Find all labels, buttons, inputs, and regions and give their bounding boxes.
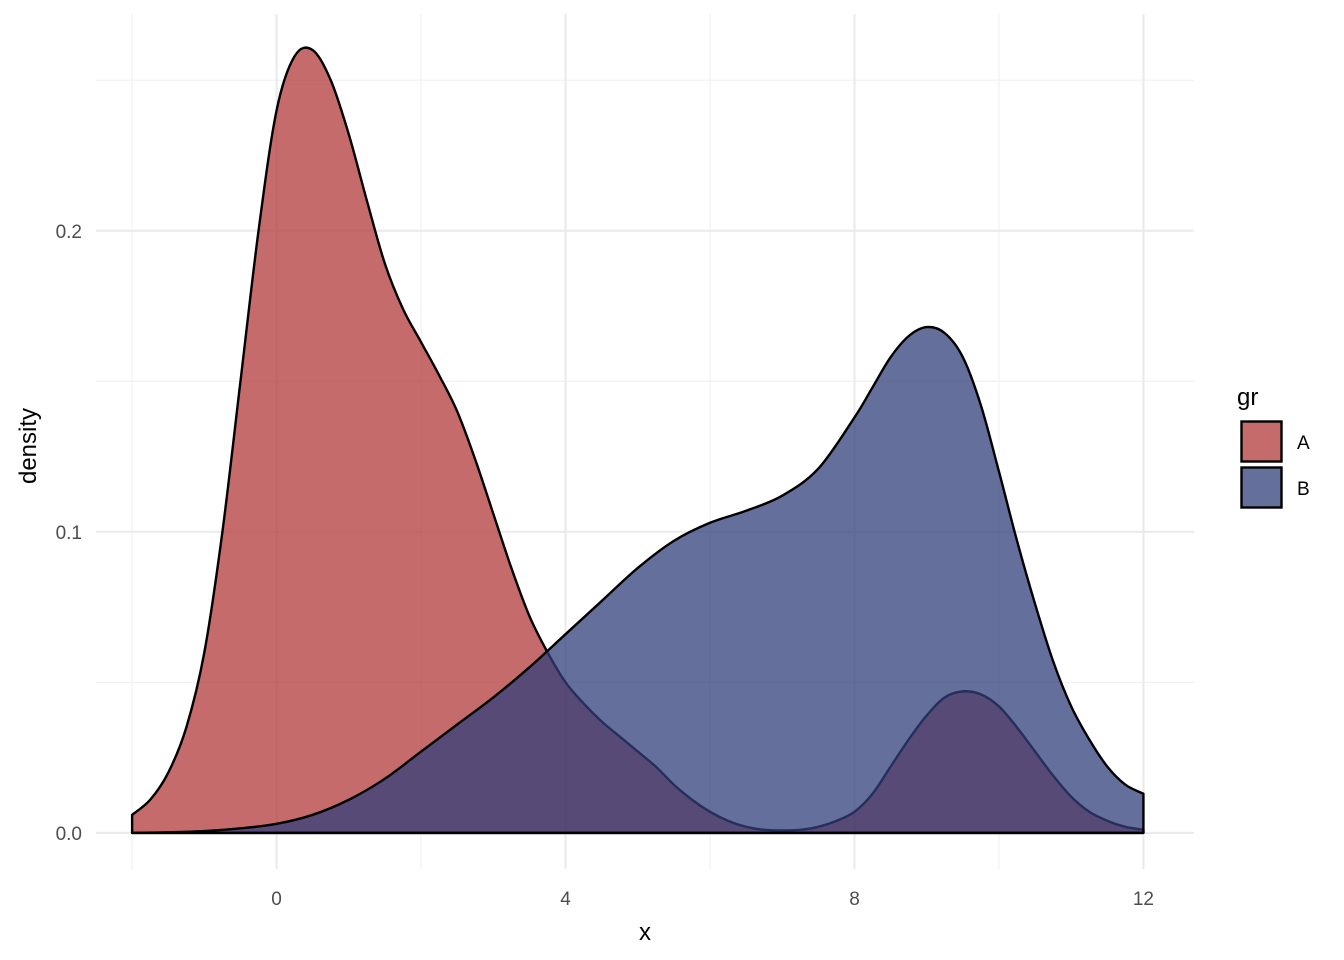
x-tick-label: 4 [560,889,571,910]
y-tick-label: 0.1 [56,523,82,544]
x-tick-label: 0 [271,889,282,910]
legend-label-a: A [1297,433,1310,454]
x-axis-title: x [639,919,651,946]
legend: gr AB [1237,384,1310,509]
density-areas [130,46,1145,835]
legend-swatch-a [1240,420,1283,463]
y-axis-title: density [15,408,42,484]
y-tick-label: 0.2 [56,222,82,243]
x-tick-label: 12 [1133,889,1154,910]
legend-label-b: B [1297,479,1310,500]
legend-swatch-b [1240,466,1283,509]
legend-items: AB [1240,420,1310,509]
density-area-b [130,325,1145,835]
legend-title: gr [1237,384,1258,411]
x-axis-ticks: 0 4 8 12 [271,889,1154,910]
x-tick-label: 8 [849,889,860,910]
y-axis-ticks: 0.0 0.1 0.2 [56,222,82,845]
y-tick-label: 0.0 [56,824,82,845]
